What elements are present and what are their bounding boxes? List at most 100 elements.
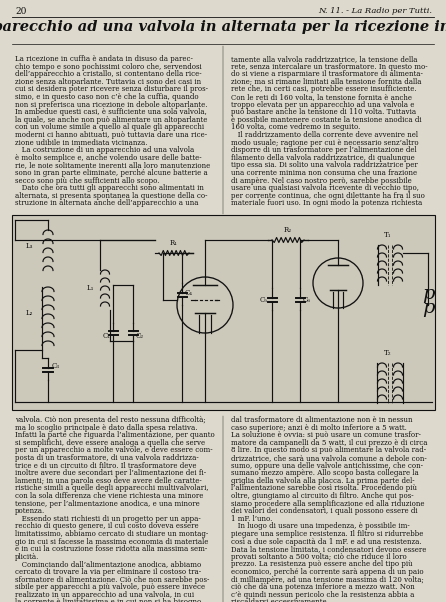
Text: drizzatrice, che sarà una valvola comune a debole con-: drizzatrice, che sarà una valvola comune… <box>231 454 427 462</box>
Text: p: p <box>422 285 434 303</box>
Text: griglia della valvola alla placca. La prima parte del-: griglia della valvola alla placca. La pr… <box>231 477 415 485</box>
Text: una corrente minima non consuma che una frazione: una corrente minima non consuma che una … <box>231 169 417 177</box>
Text: c’è quindi nessun pericolo che la resistenza abbia a: c’è quindi nessun pericolo che la resist… <box>231 591 414 599</box>
Text: modo usuale; ragione per cui è necessario senz’altro: modo usuale; ragione per cui è necessari… <box>231 138 419 147</box>
Text: la corrente è limitatissima e in cui non si ha bisogno: la corrente è limitatissima e in cui non… <box>15 598 201 602</box>
Text: troppo elevata per un apparecchio ad una valvola e: troppo elevata per un apparecchio ad una… <box>231 101 414 108</box>
Text: Infatti la parte che riguarda l’alimentazione, per quanto: Infatti la parte che riguarda l’alimenta… <box>15 431 215 439</box>
Text: 160 volta, come vedremo in seguito.: 160 volta, come vedremo in seguito. <box>231 123 360 131</box>
Text: do si viene a risparmiare il trasformatore di alimenta-: do si viene a risparmiare il trasformato… <box>231 70 423 78</box>
Text: C₄: C₄ <box>185 289 193 297</box>
Text: zione senza altoparlante. Tuttavia ci sono dei casi in: zione senza altoparlante. Tuttavia ci so… <box>15 78 201 86</box>
Bar <box>12 215 435 410</box>
Text: Con le reti di 160 volta, la tensione fornita è anche: Con le reti di 160 volta, la tensione fo… <box>231 93 412 101</box>
Text: 20: 20 <box>15 7 26 16</box>
Text: Dato che ora tutti gli apparecchi sono alimentati in: Dato che ora tutti gli apparecchi sono a… <box>15 184 204 192</box>
Text: rie, le noie solitamente inerenti alla loro manutenzione: rie, le noie solitamente inerenti alla l… <box>15 161 210 169</box>
Text: può bastare anche la tensione di 110 volta. Tuttavia: può bastare anche la tensione di 110 vol… <box>231 108 416 116</box>
Text: valvola. Ciò non presenta del resto nessuna difficoltà;: valvola. Ciò non presenta del resto ness… <box>15 416 206 424</box>
Text: ciò che dà una potenza inferiore a mezzo watt. Non: ciò che dà una potenza inferiore a mezzo… <box>231 583 415 591</box>
Text: tensione, per l’alimentazione anodica, e una minore: tensione, per l’alimentazione anodica, e… <box>15 500 200 507</box>
Text: struzione in alternata anche dell’apparecchio a una: struzione in alternata anche dell’appare… <box>15 199 198 208</box>
Text: la quale, se anche non può alimentare un altoparlante: la quale, se anche non può alimentare un… <box>15 116 207 124</box>
Text: R₁: R₁ <box>170 239 178 247</box>
Text: cercato di trovare la via per eliminare il costoso tra-: cercato di trovare la via per eliminare … <box>15 568 201 576</box>
Text: inoltre avere due secondari per l’alimentazione dei fi-: inoltre avere due secondari per l’alimen… <box>15 469 206 477</box>
Text: Cominciando dall’alimentazione anodica, abbiamo: Cominciando dall’alimentazione anodica, … <box>15 560 201 568</box>
Text: C₅: C₅ <box>260 296 268 304</box>
Text: simo, e in questo caso non c’è che la cuffia, quando: simo, e in questo caso non c’è che la cu… <box>15 93 198 101</box>
Text: con la sola differenza che viene richiesta una minore: con la sola differenza che viene richies… <box>15 492 203 500</box>
Text: per un apparecchio a molte valvole, e deve essere com-: per un apparecchio a molte valvole, e de… <box>15 447 213 455</box>
Text: p: p <box>422 299 434 317</box>
Text: gio in cui si facesse la massima economia di materiale: gio in cui si facesse la massima economi… <box>15 538 208 545</box>
Text: La costruzione di un apparecchio ad una valvola: La costruzione di un apparecchio ad una … <box>15 146 194 154</box>
Text: tamente alla valvola raddrizzatrice, la tensione della: tamente alla valvola raddrizzatrice, la … <box>231 55 417 63</box>
Text: L₃: L₃ <box>26 242 33 250</box>
Text: ma lo scoglio principale è dato dalla spesa relativa.: ma lo scoglio principale è dato dalla sp… <box>15 424 198 432</box>
Text: In ambedue questi casi, è sufficiente una sola valvola,: In ambedue questi casi, è sufficiente un… <box>15 108 207 116</box>
Text: T₂: T₂ <box>384 349 392 357</box>
Text: zione; ma si rimane limitati alla tensione fornita dalla: zione; ma si rimane limitati alla tensio… <box>231 78 421 86</box>
Text: di ampère. Nel caso nostro però, sarebbe possibile: di ampère. Nel caso nostro però, sarebbe… <box>231 176 412 185</box>
Text: rete, senza intercalare un trasformatore. In questo mo-: rete, senza intercalare un trasformatore… <box>231 63 428 70</box>
Text: 1 mF. l’uno.: 1 mF. l’uno. <box>231 515 273 523</box>
Text: secco sono più che sufficienti allo scopo.: secco sono più che sufficienti allo scop… <box>15 176 160 185</box>
Text: disporre di un trasformatore per l’alimentazione del: disporre di un trasformatore per l’alime… <box>231 146 417 154</box>
Text: riscaldarsi eccessivamente.: riscaldarsi eccessivamente. <box>231 598 329 602</box>
Text: Il raddrizzamento della corrente deve avvenire nel: Il raddrizzamento della corrente deve av… <box>231 131 418 139</box>
Text: con un volume simile a quello al quale gli apparecchi: con un volume simile a quello al quale g… <box>15 123 204 131</box>
Text: chio tempo e sono pochissimi coloro che, servendosi: chio tempo e sono pochissimi coloro che,… <box>15 63 202 70</box>
Text: matore da campanelli da 5 watt, il cui prezzo è di circa: matore da campanelli da 5 watt, il cui p… <box>231 439 428 447</box>
Text: sibile per apparecchi a più valvole, può essere invece: sibile per apparecchi a più valvole, può… <box>15 583 205 591</box>
Text: trice e di un circuito di filtro. Il trasformatore deve: trice e di un circuito di filtro. Il tra… <box>15 462 197 470</box>
Text: In luogo di usare una impedenza, è possibile im-: In luogo di usare una impedenza, è possi… <box>231 523 410 530</box>
Text: potenza.: potenza. <box>15 507 45 515</box>
Text: limitatissimo, abbiamo cercato di studiare un montag-: limitatissimo, abbiamo cercato di studia… <box>15 530 208 538</box>
Text: moderni ci hanno abituati, può tuttavia dare una rice-: moderni ci hanno abituati, può tuttavia … <box>15 131 207 139</box>
Text: sumo, oppure una delle valvole antichissime, che con-: sumo, oppure una delle valvole antichiss… <box>231 462 423 470</box>
Text: ristiche simili a quelle degli apparecchi multivalvolari,: ristiche simili a quelle degli apparecch… <box>15 485 209 492</box>
Text: caso superiore; anzi è di molto inferiore a 5 watt.: caso superiore; anzi è di molto inferior… <box>231 424 407 432</box>
Text: piegare una semplice resistenza. Il filtro si ridurrebbe: piegare una semplice resistenza. Il filt… <box>231 530 423 538</box>
Text: oltre, giungiamo al circuito di filtro. Anche qui pos-: oltre, giungiamo al circuito di filtro. … <box>231 492 413 500</box>
Text: si semplifichi, deve essere analoga a quella che serve: si semplifichi, deve essere analoga a qu… <box>15 439 205 447</box>
Text: lamenti; in una parola esso deve avere delle caratte-: lamenti; in una parola esso deve avere d… <box>15 477 202 485</box>
Text: La ricezione in cuffia è andata in disuso da parec-: La ricezione in cuffia è andata in disus… <box>15 55 193 63</box>
Text: Essendo stati richiesti di un progetto per un appa-: Essendo stati richiesti di un progetto p… <box>15 515 201 523</box>
Text: zione udibile in immediata vicinanza.: zione udibile in immediata vicinanza. <box>15 138 148 147</box>
Text: realizzato in un apparecchio ad una valvola, in cui: realizzato in un apparecchio ad una valv… <box>15 591 194 599</box>
Text: La soluzione è ovvia: si può usare un comune trasfor-: La soluzione è ovvia: si può usare un co… <box>231 431 421 439</box>
Text: L₂: L₂ <box>26 309 33 317</box>
Text: C₁: C₁ <box>103 332 111 340</box>
Text: R₂: R₂ <box>284 226 292 234</box>
Text: alternata, si presenta spontanea la questione della co-: alternata, si presenta spontanea la ques… <box>15 192 207 200</box>
Text: rete che, in certi casi, potrebbe essere insufficiente.: rete che, in certi casi, potrebbe essere… <box>231 85 417 93</box>
Text: cui si desidera poter ricevere senza disturbare il pros-: cui si desidera poter ricevere senza dis… <box>15 85 208 93</box>
Text: l’alimentazione sarebbe così risolta. Procedendo più: l’alimentazione sarebbe così risolta. Pr… <box>231 485 417 492</box>
Text: materiale fuori uso. In ogni modo la potenza richiesta: materiale fuori uso. In ogni modo la pot… <box>231 199 422 208</box>
Text: recchio di questo genere, il cui costo doveva essere: recchio di questo genere, il cui costo d… <box>15 523 198 530</box>
Text: posta di un trasformatore, di una valvola raddrizza-: posta di un trasformatore, di una valvol… <box>15 454 199 462</box>
Text: 8 lire. In questo modo si può alimentare la valvola rad-: 8 lire. In questo modo si può alimentare… <box>231 447 426 455</box>
Text: prezzo. La resistenza può essere anche del tipo più: prezzo. La resistenza può essere anche d… <box>231 560 413 568</box>
Text: plicità.: plicità. <box>15 553 39 561</box>
Text: filamento della valvola raddrizzatrice, di qualunque: filamento della valvola raddrizzatrice, … <box>231 154 415 162</box>
Text: sformatore di alimentazione. Ciò che non sarebbe pos-: sformatore di alimentazione. Ciò che non… <box>15 576 209 583</box>
Text: economico, perché la corrente sarà appena di un paio: economico, perché la corrente sarà appen… <box>231 568 424 576</box>
Text: Un apparecchio ad una valvola in alternata per la ricezione in cuffia: Un apparecchio ad una valvola in alterna… <box>0 20 446 34</box>
Text: C₆: C₆ <box>303 296 311 304</box>
Text: T₁: T₁ <box>384 231 392 239</box>
Text: provati soltanto a 500 volta; ciò che riduce il loro: provati soltanto a 500 volta; ciò che ri… <box>231 553 407 561</box>
Text: Data la tensione limitata, i condensatori devono essere: Data la tensione limitata, i condensator… <box>231 545 426 553</box>
Text: siamo procedere alla semplificazione ed alla riduzione: siamo procedere alla semplificazione ed … <box>231 500 425 507</box>
Text: dei valori dei condensatori, i quali possono essere di: dei valori dei condensatori, i quali pos… <box>231 507 417 515</box>
Text: sono in gran parte eliminate, perché alcune batterie a: sono in gran parte eliminate, perché alc… <box>15 169 208 177</box>
Text: è molto semplice e, anche volendo usare delle batte-: è molto semplice e, anche volendo usare … <box>15 154 202 162</box>
Text: sumano mezzo ampère. Allo scopo basta collegare la: sumano mezzo ampère. Allo scopo basta co… <box>231 469 419 477</box>
Text: non si preferisca una ricezione in debole altoparlante.: non si preferisca una ricezione in debol… <box>15 101 207 108</box>
Text: C₂: C₂ <box>136 332 144 340</box>
Text: L₁: L₁ <box>87 284 95 292</box>
Text: usare una qualsiasi valvola ricevente di vecchio tipo,: usare una qualsiasi valvola ricevente di… <box>231 184 419 192</box>
Text: N. 11. - La Radio per Tutti.: N. 11. - La Radio per Tutti. <box>318 7 432 15</box>
